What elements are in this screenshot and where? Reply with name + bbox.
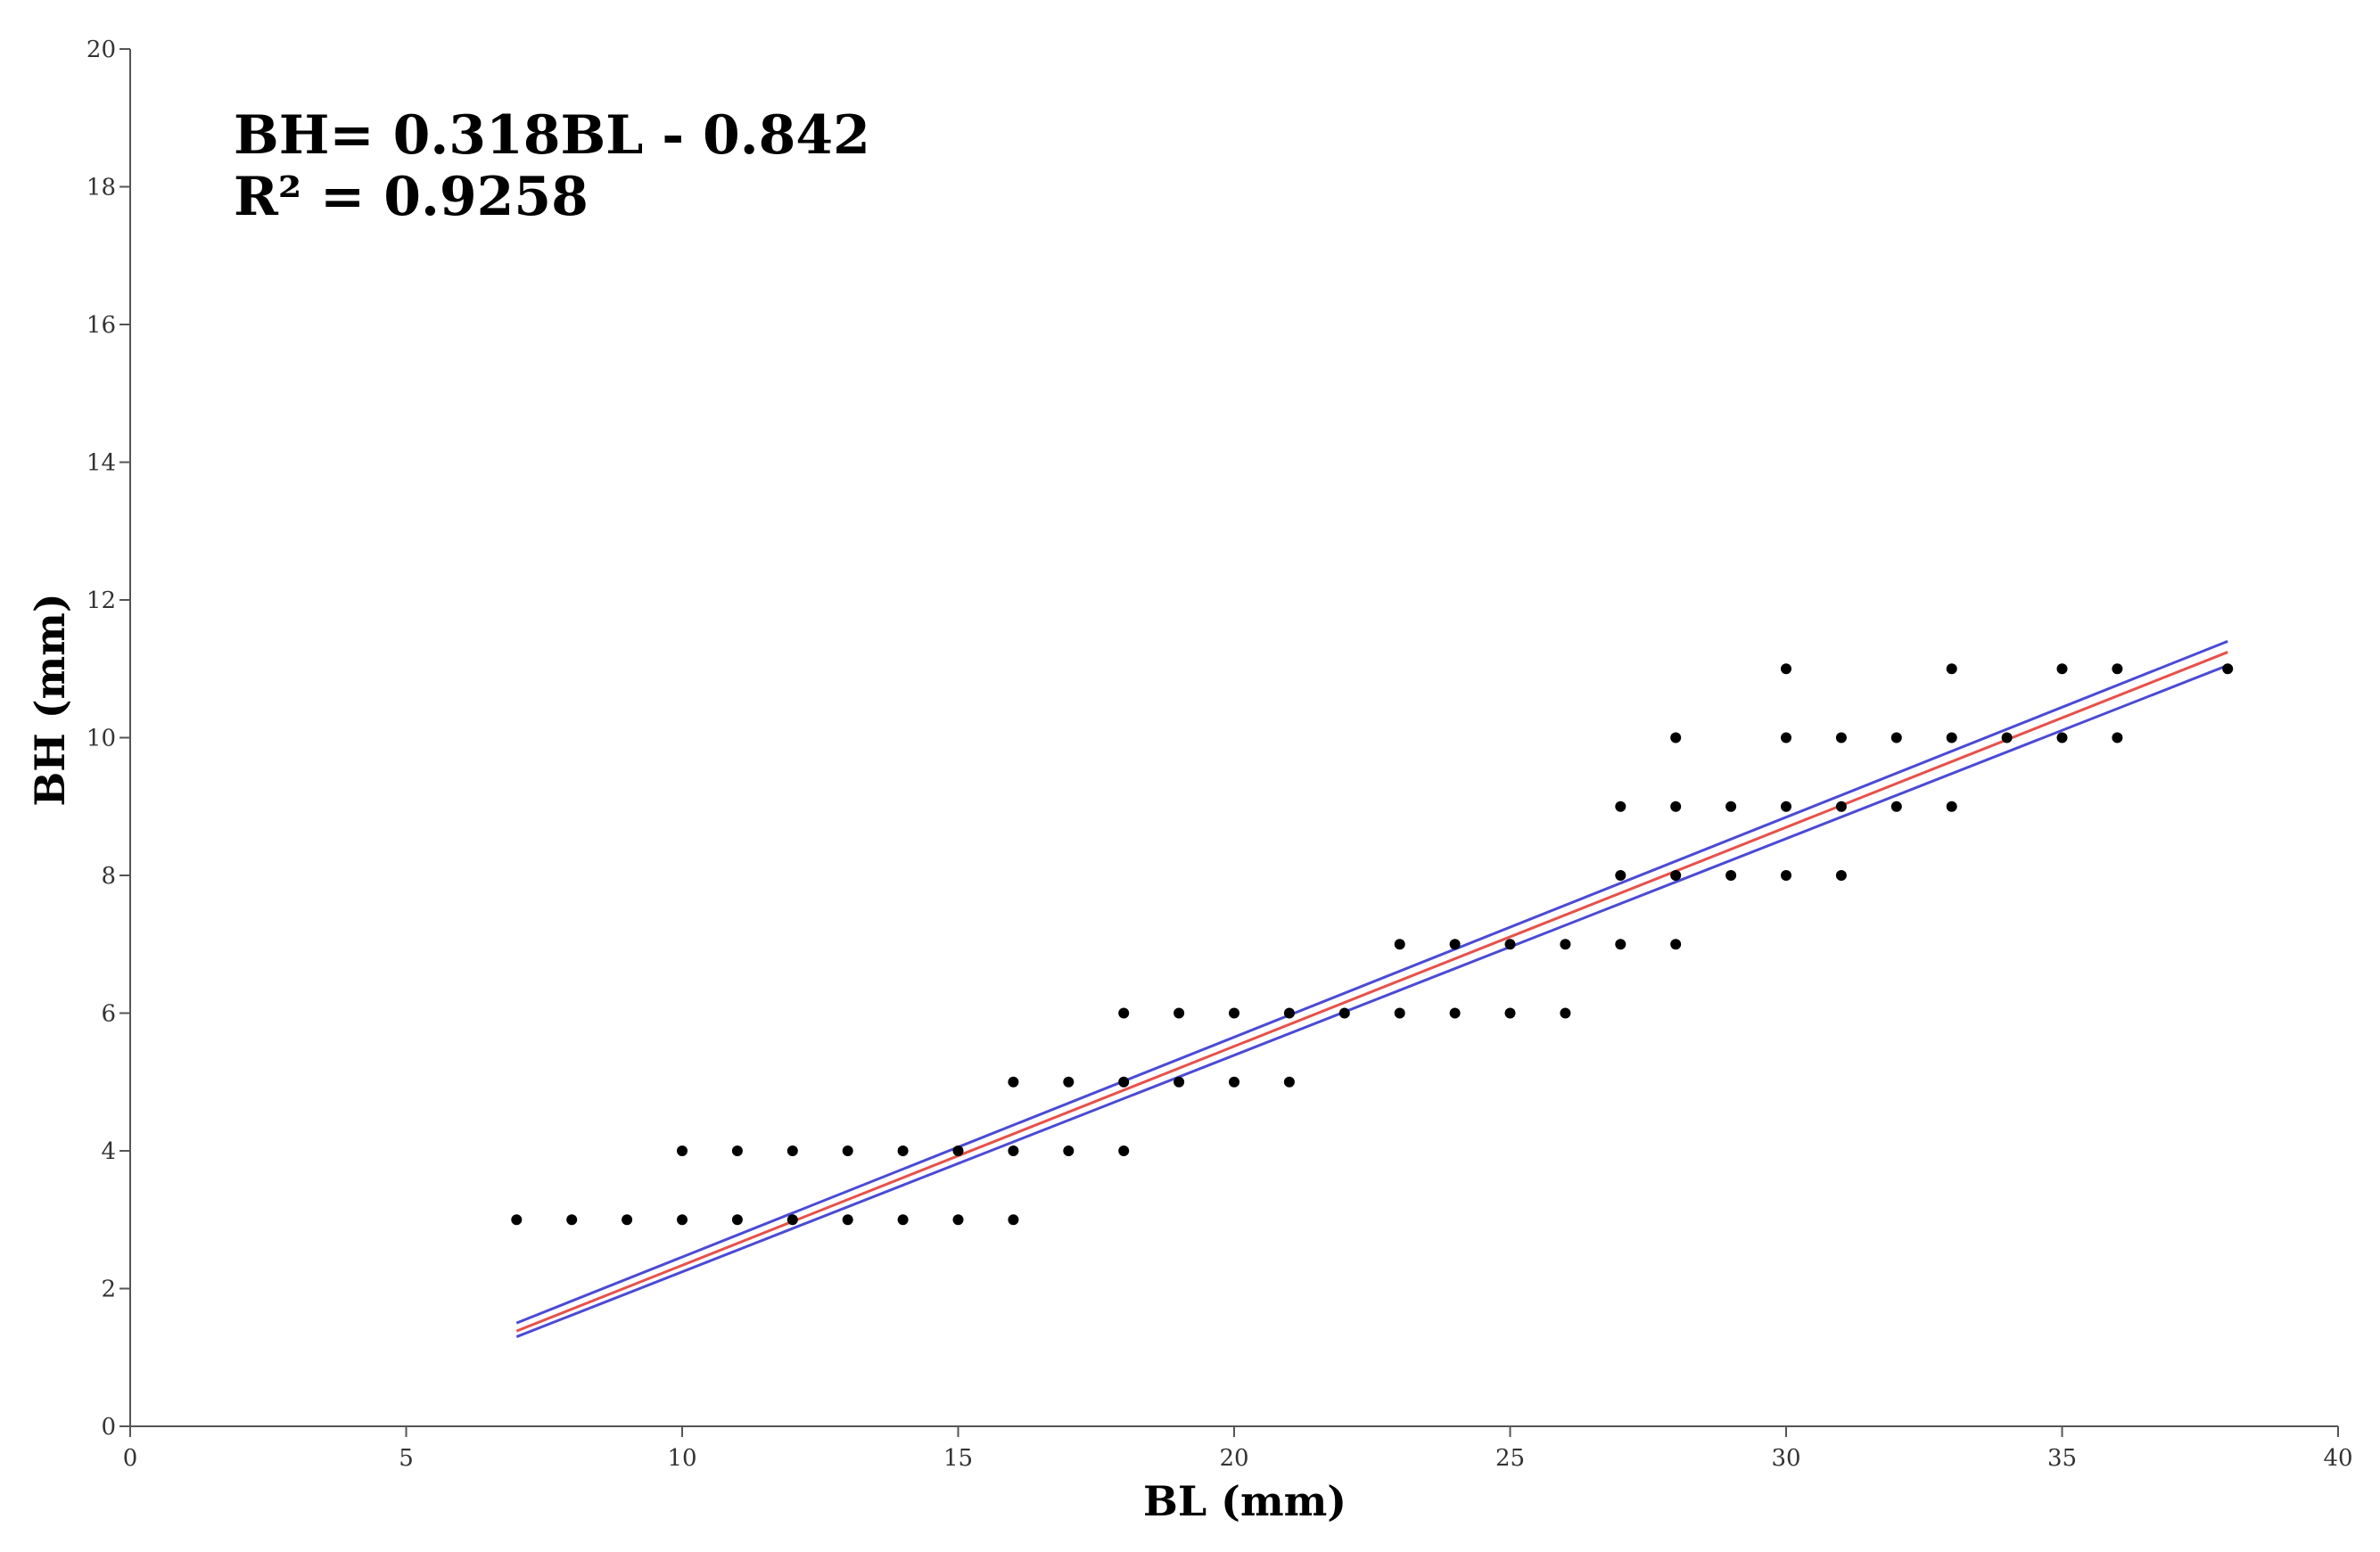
data-point — [1670, 939, 1682, 950]
data-point — [786, 1214, 798, 1226]
data-point — [1890, 801, 1902, 812]
data-point — [1174, 1076, 1185, 1088]
data-point — [1394, 939, 1405, 950]
data-point — [1946, 732, 1957, 743]
data-point — [1118, 1076, 1130, 1088]
y-tick-label: 20 — [86, 37, 116, 63]
data-point — [1008, 1214, 1019, 1226]
y-ticks: 0 2 4 6 8 10 12 14 16 18 20 — [86, 37, 130, 1441]
data-point — [1063, 1146, 1075, 1156]
data-point — [511, 1214, 523, 1226]
x-tick-label: 5 — [399, 1445, 414, 1472]
x-tick-label: 35 — [2047, 1445, 2077, 1472]
data-point — [1229, 1076, 1239, 1088]
data-point — [1229, 1007, 1239, 1019]
confidence-upper-line — [515, 639, 2228, 1325]
data-point — [677, 1214, 688, 1226]
x-axis-title: BL (mm) — [1143, 1477, 1346, 1525]
regression-line — [515, 651, 2228, 1333]
data-point — [1781, 870, 1791, 881]
y-tick-label: 4 — [101, 1138, 116, 1165]
x-tick-label: 25 — [1495, 1445, 1525, 1472]
data-point — [786, 1146, 798, 1156]
y-tick-label: 14 — [86, 450, 116, 477]
x-ticks: 0 5 10 15 20 25 30 35 40 — [123, 1426, 2353, 1472]
x-tick-label: 0 — [123, 1445, 138, 1472]
data-point — [1835, 732, 1847, 743]
data-point — [1449, 939, 1461, 950]
y-tick-label: 16 — [86, 312, 116, 339]
data-point — [1835, 870, 1847, 881]
y-tick-label: 12 — [86, 587, 116, 614]
confidence-band — [515, 639, 2228, 1338]
regression-fit — [515, 651, 2228, 1333]
data-point — [1283, 1007, 1295, 1019]
data-point — [2112, 732, 2123, 743]
y-tick-label: 0 — [101, 1414, 116, 1441]
y-tick-label: 6 — [101, 1001, 116, 1028]
data-point — [1781, 663, 1791, 675]
data-point — [1615, 939, 1626, 950]
data-point — [1670, 801, 1682, 812]
data-point — [1670, 732, 1682, 743]
data-point — [1725, 870, 1737, 881]
data-point — [2056, 732, 2068, 743]
data-point — [2112, 663, 2123, 675]
y-tick-label: 10 — [86, 726, 116, 752]
data-point — [1118, 1007, 1130, 1019]
data-point — [1560, 1007, 1571, 1019]
data-point — [1781, 801, 1791, 812]
data-point — [2001, 732, 2013, 743]
data-point — [1174, 1007, 1185, 1019]
data-point — [2222, 663, 2234, 675]
data-point — [897, 1146, 909, 1156]
y-tick-label: 2 — [101, 1277, 116, 1303]
regression-equation: BH= 0.318BL - 0.842 — [234, 104, 870, 167]
x-tick-label: 15 — [943, 1445, 973, 1472]
data-point — [1560, 939, 1571, 950]
data-point — [1449, 1007, 1461, 1019]
data-point — [1394, 1007, 1405, 1019]
data-point — [1504, 1007, 1516, 1019]
data-point — [677, 1146, 688, 1156]
data-point — [622, 1214, 633, 1226]
data-point — [1008, 1146, 1019, 1156]
data-point — [1890, 732, 1902, 743]
axes: 0 5 10 15 20 25 30 35 40 0 2 4 6 8 10 12 14 16 18 20 — [86, 37, 2353, 1472]
data-point — [1615, 801, 1626, 812]
data-point — [1338, 1007, 1350, 1019]
data-point — [1615, 870, 1626, 881]
r-squared-label: R² = 0.9258 — [234, 166, 589, 228]
data-point — [1946, 663, 1957, 675]
y-tick-label: 8 — [101, 863, 116, 890]
x-tick-label: 30 — [1771, 1445, 1800, 1472]
data-point — [842, 1214, 853, 1226]
x-tick-label: 20 — [1219, 1445, 1248, 1472]
data-point — [1063, 1076, 1075, 1088]
data-point — [1946, 801, 1957, 812]
data-point — [952, 1214, 964, 1226]
data-point — [731, 1146, 743, 1156]
x-tick-label: 40 — [2323, 1445, 2352, 1472]
data-point — [1781, 732, 1791, 743]
data-point — [952, 1146, 964, 1156]
data-points — [511, 663, 2234, 1226]
data-point — [1504, 939, 1516, 950]
data-point — [897, 1214, 909, 1226]
data-point — [1670, 870, 1682, 881]
data-point — [1118, 1146, 1130, 1156]
data-point — [1283, 1076, 1295, 1088]
data-point — [1835, 801, 1847, 812]
x-tick-label: 10 — [667, 1445, 696, 1472]
confidence-lower-line — [515, 663, 2228, 1338]
data-point — [731, 1214, 743, 1226]
data-point — [2056, 663, 2068, 675]
data-point — [1725, 801, 1737, 812]
data-point — [566, 1214, 578, 1226]
data-point — [1008, 1076, 1019, 1088]
data-point — [842, 1146, 853, 1156]
y-axis-title: BH (mm) — [26, 593, 74, 806]
y-tick-label: 18 — [86, 175, 116, 201]
